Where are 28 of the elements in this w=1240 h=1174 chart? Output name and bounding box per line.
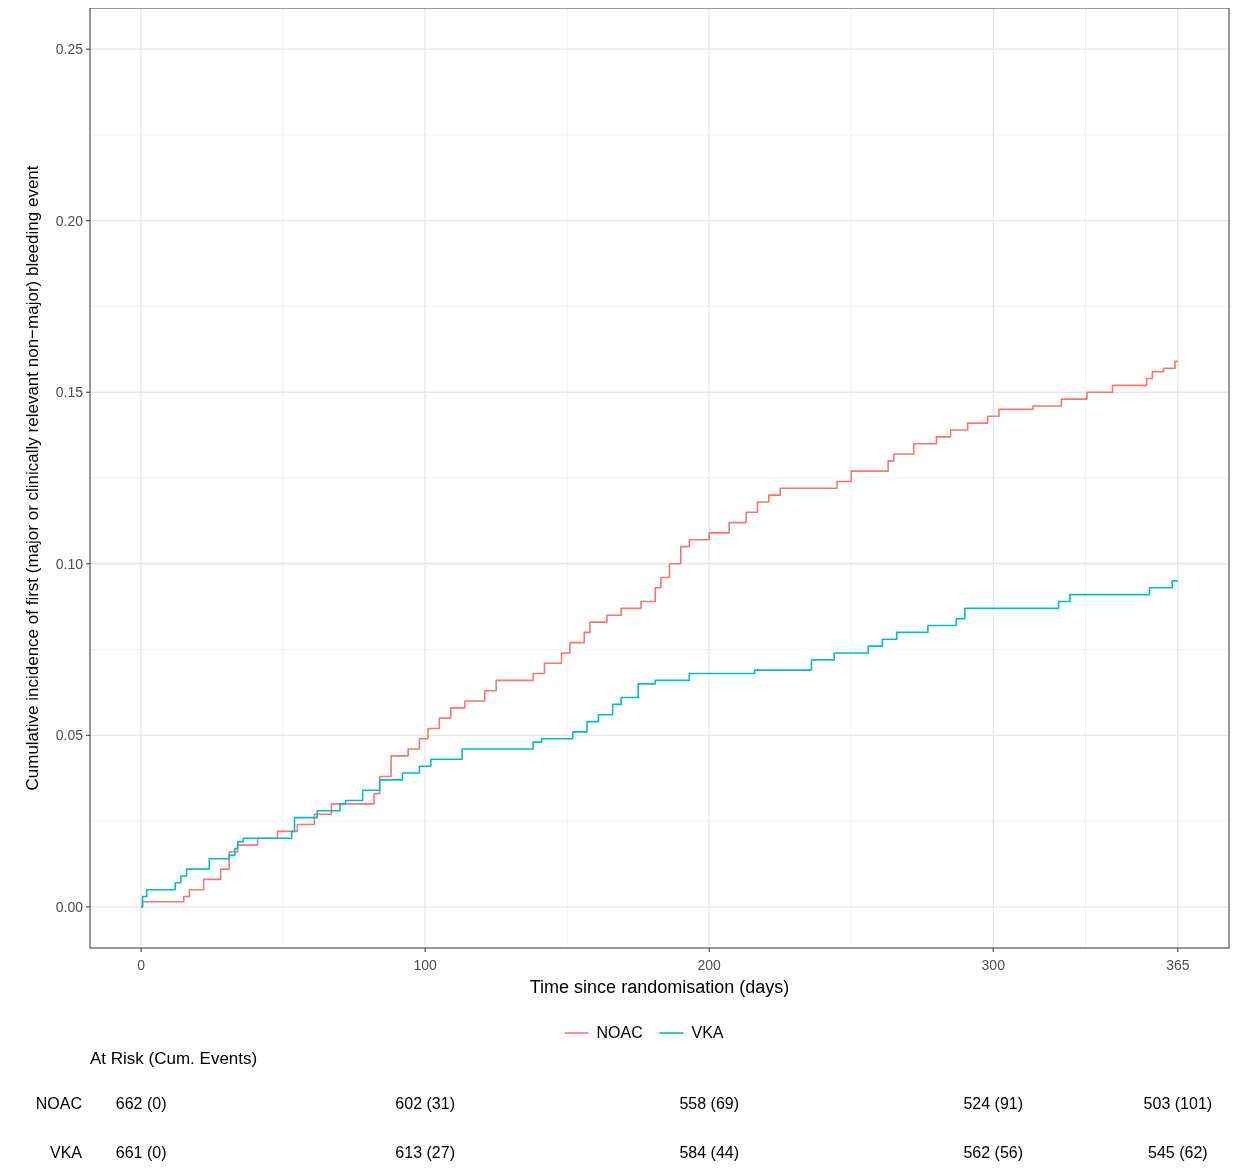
x-tick-label: 200 xyxy=(697,957,722,973)
text: 662 (0) xyxy=(115,1095,167,1112)
text: NOAC xyxy=(35,1095,82,1112)
legend-label: NOAC xyxy=(596,1024,643,1041)
text: 562 (56) xyxy=(963,1144,1024,1161)
x-axis-title: Time since randomisation (days) xyxy=(529,977,790,997)
text: 503 (101) xyxy=(1143,1095,1213,1112)
text: 661 (0) xyxy=(115,1144,167,1161)
legend-label: VKA xyxy=(691,1024,724,1041)
text: 545 (62) xyxy=(1148,1144,1208,1161)
text: At Risk (Cum. Events) xyxy=(90,1049,258,1068)
x-tick-label: 300 xyxy=(981,957,1006,973)
y-tick-label: 0.15 xyxy=(55,384,84,401)
x-tick-label: 365 xyxy=(1166,957,1190,973)
y-tick-label: 0.05 xyxy=(55,727,84,744)
text: 613 (27) xyxy=(395,1144,455,1161)
x-tick-label: 100 xyxy=(413,957,438,973)
text: 584 (44) xyxy=(679,1144,739,1161)
text: 524 (91) xyxy=(963,1095,1024,1112)
y-axis-title: Cumulative incidence of first (major or clinically relevant non−major) bleeding event xyxy=(23,165,42,791)
text: 558 (69) xyxy=(679,1095,739,1112)
text: VKA xyxy=(49,1144,83,1161)
y-tick-label: 0.10 xyxy=(55,555,84,572)
y-tick-label: 0.25 xyxy=(55,41,84,58)
x-tick-label: 0 xyxy=(137,957,146,973)
y-tick-label: 0.20 xyxy=(55,212,84,229)
y-tick-label: 0.00 xyxy=(55,898,84,915)
text: 602 (31) xyxy=(395,1095,455,1112)
